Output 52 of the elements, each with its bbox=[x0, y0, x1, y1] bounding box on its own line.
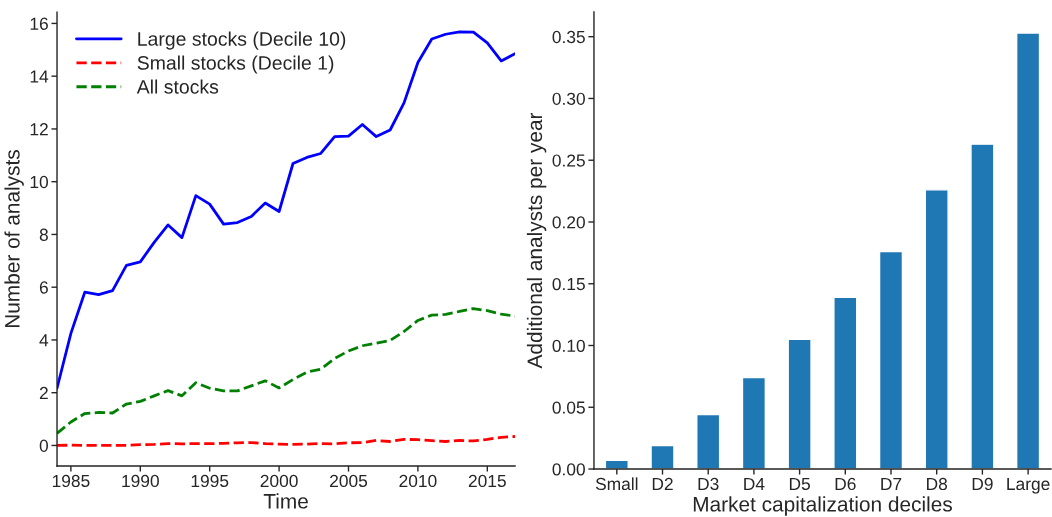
bar bbox=[696, 413, 721, 470]
y-tick-label: 10 bbox=[30, 175, 49, 189]
y-tick-label: 12 bbox=[30, 123, 48, 136]
x-axis-title: Time bbox=[263, 493, 308, 509]
y-tick-label: 0 bbox=[39, 439, 49, 452]
y-tick-label: 16 bbox=[30, 17, 48, 30]
x-tick-label: 2005 bbox=[330, 474, 368, 488]
x-tick-label: D2 bbox=[652, 477, 673, 490]
x-tick-label: Large bbox=[1007, 477, 1050, 494]
y-axis-title: Additional analysts per year bbox=[526, 112, 547, 369]
x-tick-label: D4 bbox=[744, 477, 765, 490]
bar bbox=[741, 376, 767, 470]
bar bbox=[970, 143, 995, 470]
x-tick-label: 2010 bbox=[399, 474, 437, 488]
legend-label: Large stocks (Decile 10) bbox=[138, 31, 346, 50]
legend-label: All stocks bbox=[136, 79, 219, 94]
line-series bbox=[57, 435, 516, 447]
line-series bbox=[57, 30, 516, 390]
x-tick-label: 2000 bbox=[260, 474, 298, 488]
x-tick-label: D6 bbox=[835, 477, 856, 491]
y-tick-label: 0.00 bbox=[552, 463, 585, 476]
x-tick-label: D5 bbox=[789, 477, 810, 491]
y-axis-title: Number of analysts bbox=[4, 150, 24, 328]
y-tick-label: 0.35 bbox=[552, 30, 585, 44]
bar bbox=[1015, 32, 1041, 470]
bar bbox=[924, 189, 949, 470]
y-tick-label: 0.15 bbox=[552, 277, 585, 291]
bar bbox=[787, 338, 812, 470]
y-tick-label: 4 bbox=[39, 334, 49, 347]
y-tick-label: 6 bbox=[39, 281, 48, 294]
x-tick-label: 2015 bbox=[468, 474, 506, 488]
x-tick-label: 1995 bbox=[191, 474, 229, 488]
y-tick-label: 0.30 bbox=[552, 92, 585, 105]
x-tick-label: D8 bbox=[927, 477, 948, 491]
y-tick-label: 2 bbox=[39, 386, 48, 399]
y-tick-label: 0.20 bbox=[552, 216, 585, 229]
y-tick-label: 0.25 bbox=[552, 154, 585, 167]
bar bbox=[650, 444, 675, 470]
y-tick-label: 8 bbox=[39, 228, 48, 241]
y-tick-label: 0.05 bbox=[552, 401, 585, 414]
x-tick-label: D7 bbox=[881, 477, 902, 490]
x-tick-label: D3 bbox=[698, 477, 719, 491]
bar bbox=[878, 250, 904, 470]
bar bbox=[833, 296, 858, 470]
y-tick-label: 0.10 bbox=[552, 339, 585, 352]
x-tick-label: D9 bbox=[972, 477, 993, 491]
legend-label: Small stocks (Decile 1) bbox=[137, 55, 334, 74]
x-tick-label: 1985 bbox=[52, 474, 90, 488]
y-tick-label: 14 bbox=[30, 70, 49, 83]
x-tick-label: Small bbox=[595, 477, 638, 491]
x-tick-label: 1990 bbox=[122, 474, 159, 488]
x-axis-title: Market capitalization deciles bbox=[693, 496, 952, 516]
